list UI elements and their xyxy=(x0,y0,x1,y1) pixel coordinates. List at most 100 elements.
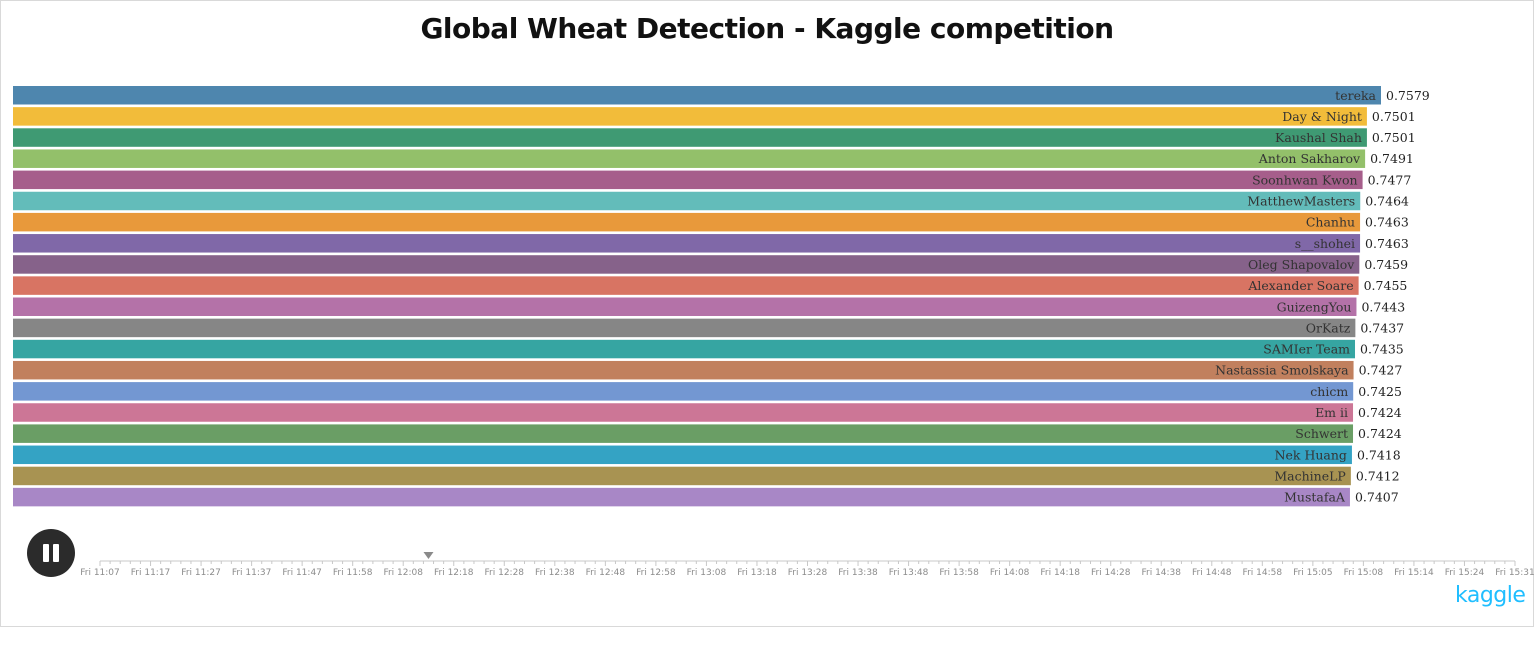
timeline-tick-label: Fri 14:58 xyxy=(1243,568,1283,578)
bar-row: chicm 0.7425 xyxy=(13,382,1402,401)
timeline-tick-label: Fri 11:07 xyxy=(80,568,120,578)
bar-label: MatthewMasters xyxy=(1247,194,1355,209)
bar xyxy=(13,212,1361,232)
bar-label: MustafaA xyxy=(1284,490,1346,505)
bar-value-label: 0.7427 xyxy=(1359,363,1403,378)
bar xyxy=(13,297,1357,316)
bar-label: Alexander Soare xyxy=(1247,278,1353,293)
bar xyxy=(13,234,1361,253)
timeline-tick-label: Fri 14:38 xyxy=(1141,568,1181,578)
bar-row: Day & Night 0.7501 xyxy=(13,107,1416,126)
bar-label: tereka xyxy=(1335,88,1376,103)
bar-row: SAMIer Team 0.7435 xyxy=(13,339,1404,359)
bar-label: OrKatz xyxy=(1306,320,1351,335)
pause-icon xyxy=(43,544,49,562)
bar-value-label: 0.7579 xyxy=(1386,88,1430,103)
bar-label: Anton Sakharov xyxy=(1258,151,1361,166)
bar-value-label: 0.7477 xyxy=(1368,172,1412,187)
timeline-tick-label: Fri 14:48 xyxy=(1192,568,1232,578)
bar-value-label: 0.7463 xyxy=(1365,236,1409,251)
bar-value-label: 0.7491 xyxy=(1370,151,1414,166)
bar-row: Soonhwan Kwon 0.7477 xyxy=(13,170,1412,190)
bar-label: Nek Huang xyxy=(1275,447,1347,462)
bar-label: Schwert xyxy=(1295,426,1348,441)
timeline-tick-label: Fri 14:18 xyxy=(1040,568,1080,578)
bar-label: Day & Night xyxy=(1282,109,1362,124)
bar-row: Chanhu 0.7463 xyxy=(13,212,1409,232)
timeline-tick-label: Fri 15:05 xyxy=(1293,568,1333,578)
bar-value-label: 0.7435 xyxy=(1360,342,1404,357)
timeline-playhead-icon[interactable] xyxy=(423,552,434,559)
bar-row: Anton Sakharov 0.7491 xyxy=(13,149,1414,168)
timeline-tick-label: Fri 12:48 xyxy=(586,568,626,578)
bar xyxy=(13,191,1361,211)
timeline-tick-label: Fri 13:48 xyxy=(889,568,929,578)
timeline-axis[interactable]: Fri 11:07 Fri 11:17 Fri 11:27 Fri 11:37 Fri … xyxy=(80,552,1534,578)
bar xyxy=(13,466,1351,486)
bar-value-label: 0.7455 xyxy=(1364,278,1408,293)
timeline-tick-label: Fri 12:58 xyxy=(636,568,676,578)
timeline-tick-label: Fri 13:28 xyxy=(788,568,828,578)
timeline-tick-label: Fri 13:38 xyxy=(838,568,878,578)
bar xyxy=(13,86,1381,105)
timeline-tick-label: Fri 14:28 xyxy=(1091,568,1131,578)
timeline-tick-label: Fri 14:08 xyxy=(990,568,1030,578)
pause-button[interactable] xyxy=(27,529,75,577)
bar-label: MachineLP xyxy=(1274,468,1345,483)
bar-value-label: 0.7501 xyxy=(1372,130,1416,145)
bar xyxy=(13,318,1356,338)
bar-value-label: 0.7425 xyxy=(1358,384,1402,399)
bar-row: MatthewMasters 0.7464 xyxy=(13,191,1409,211)
bar xyxy=(13,128,1367,147)
timeline-tick-label: Fri 15:08 xyxy=(1344,568,1384,578)
bar xyxy=(13,424,1354,443)
timeline-tick-label: Fri 15:31 xyxy=(1495,568,1534,578)
bar-label: Chanhu xyxy=(1306,215,1355,230)
bar-row: GuizengYou 0.7443 xyxy=(13,297,1405,316)
timeline-tick-label: Fri 12:28 xyxy=(485,568,525,578)
kaggle-logo: kaggle xyxy=(1455,583,1526,608)
timeline-tick-label: Fri 12:18 xyxy=(434,568,474,578)
timeline-tick-label: Fri 11:47 xyxy=(282,568,322,578)
timeline-tick-label: Fri 13:18 xyxy=(737,568,777,578)
bar xyxy=(13,107,1367,126)
timeline-tick-label: Fri 13:58 xyxy=(939,568,979,578)
bar xyxy=(13,445,1352,465)
bar-value-label: 0.7424 xyxy=(1358,426,1402,441)
bar-row: Em ii 0.7424 xyxy=(13,403,1402,422)
bar-value-label: 0.7464 xyxy=(1365,194,1409,209)
bar-row: MustafaA 0.7407 xyxy=(13,487,1399,507)
bar xyxy=(13,149,1366,168)
timeline-tick-label: Fri 11:17 xyxy=(131,568,171,578)
timeline-tick-label: Fri 11:27 xyxy=(181,568,221,578)
bar-value-label: 0.7424 xyxy=(1358,405,1402,420)
timeline-tick-label: Fri 11:37 xyxy=(232,568,272,578)
bar xyxy=(13,360,1354,380)
bar xyxy=(13,276,1359,295)
bar xyxy=(13,339,1356,359)
bar-value-label: 0.7407 xyxy=(1355,490,1399,505)
bar xyxy=(13,255,1360,274)
bar-row: Nastassia Smolskaya 0.7427 xyxy=(13,360,1403,380)
bar-label: SAMIer Team xyxy=(1263,342,1350,357)
bar-row: MachineLP 0.7412 xyxy=(13,466,1400,486)
bar-label: chicm xyxy=(1310,384,1348,399)
bar-value-label: 0.7418 xyxy=(1357,447,1401,462)
bar-label: GuizengYou xyxy=(1277,299,1352,314)
bar-label: Em ii xyxy=(1315,405,1348,420)
bar-row: Oleg Shapovalov 0.7459 xyxy=(13,255,1408,274)
bar-value-label: 0.7437 xyxy=(1360,320,1404,335)
bar-row: Schwert 0.7424 xyxy=(13,424,1402,443)
bar-row: Kaushal Shah 0.7501 xyxy=(13,128,1416,147)
timeline-tick-label: Fri 13:08 xyxy=(687,568,727,578)
bar-row: Nek Huang 0.7418 xyxy=(13,445,1401,465)
bar-value-label: 0.7463 xyxy=(1365,215,1409,230)
bar-value-label: 0.7412 xyxy=(1356,468,1400,483)
bar-row: Alexander Soare 0.7455 xyxy=(13,276,1407,295)
timeline-tick-label: Fri 12:08 xyxy=(383,568,423,578)
bar-label: s__shohei xyxy=(1295,236,1355,251)
chart-title: Global Wheat Detection - Kaggle competit… xyxy=(420,12,1114,45)
timeline-tick-label: Fri 12:38 xyxy=(535,568,575,578)
